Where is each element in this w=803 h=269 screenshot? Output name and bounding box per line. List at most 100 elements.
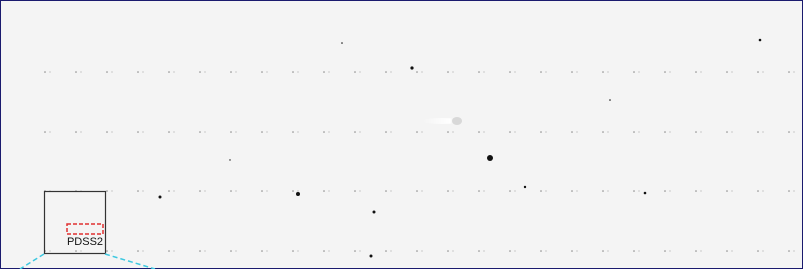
pattern-dot — [235, 250, 236, 251]
pattern-dot — [142, 250, 143, 251]
pattern-dot — [762, 250, 763, 251]
pattern-dot — [793, 131, 794, 132]
pattern-dot — [354, 250, 356, 252]
pattern-dot — [421, 131, 422, 132]
pattern-dot — [478, 250, 480, 252]
pattern-dot — [757, 71, 759, 73]
pattern-dot — [421, 250, 422, 251]
pattern-dot — [447, 190, 449, 192]
pattern-dot — [204, 190, 205, 191]
pattern-dot — [638, 190, 639, 191]
pattern-dot — [111, 131, 112, 132]
pattern-dot — [571, 250, 573, 252]
pattern-dot — [323, 250, 325, 252]
pattern-dot — [762, 131, 763, 132]
pattern-dot — [142, 190, 143, 191]
pattern-dot — [385, 190, 387, 192]
pattern-dot — [664, 250, 666, 252]
page: PDSS2 (() => { const data = JSON.parse(d… — [0, 0, 803, 269]
pattern-dot — [75, 250, 77, 252]
pattern-dot — [106, 131, 108, 133]
pattern-dot — [669, 71, 670, 72]
pattern-dot — [726, 71, 728, 73]
pattern-dot — [297, 131, 298, 132]
pattern-dot — [452, 131, 453, 132]
pattern-dot — [762, 71, 763, 72]
pattern-dot — [266, 131, 267, 132]
pattern-dot — [385, 250, 387, 252]
star — [159, 196, 162, 199]
pattern-dot — [261, 190, 263, 192]
pattern-dot — [571, 71, 573, 73]
pattern-dot — [49, 71, 50, 72]
pattern-dot — [49, 250, 50, 251]
pattern-dot — [695, 250, 697, 252]
pattern-dot — [700, 190, 701, 191]
pattern-dot — [607, 190, 608, 191]
star — [644, 192, 647, 195]
pattern-dot — [571, 131, 573, 133]
pattern-dot — [452, 250, 453, 251]
pattern-dot — [323, 190, 325, 192]
pattern-dot — [111, 250, 112, 251]
pattern-dot — [607, 71, 608, 72]
pattern-dot — [199, 190, 201, 192]
pattern-dot — [168, 131, 170, 133]
pattern-dot — [638, 131, 639, 132]
pattern-dot — [638, 71, 639, 72]
pattern-dot — [545, 131, 546, 132]
pattern-dot — [106, 71, 108, 73]
region-label: PDSS2 — [67, 236, 103, 248]
pattern-dot — [44, 71, 46, 73]
pattern-dot — [602, 190, 604, 192]
pattern-dot — [137, 250, 139, 252]
pattern-dot — [328, 190, 329, 191]
pattern-dot — [385, 71, 387, 73]
pattern-dot — [483, 190, 484, 191]
pattern-dot — [664, 190, 666, 192]
pattern-dot — [75, 131, 77, 133]
pattern-dot — [173, 250, 174, 251]
pattern-dot — [390, 250, 391, 251]
pattern-dot — [607, 131, 608, 132]
pattern-dot — [421, 190, 422, 191]
pattern-dot — [633, 250, 635, 252]
pattern-dot — [230, 131, 232, 133]
pattern-dot — [261, 71, 263, 73]
pattern-dot — [514, 250, 515, 251]
pattern-dot — [235, 71, 236, 72]
pattern-dot — [168, 190, 170, 192]
star — [229, 159, 230, 160]
pattern-dot — [266, 250, 267, 251]
pattern-dot — [793, 250, 794, 251]
pattern-dot — [700, 71, 701, 72]
pattern-dot — [540, 190, 542, 192]
pattern-dot — [266, 190, 267, 191]
pattern-dot — [731, 71, 732, 72]
pattern-dot — [390, 190, 391, 191]
pattern-dot — [266, 71, 267, 72]
pattern-dot — [416, 71, 418, 73]
pattern-dot — [75, 71, 77, 73]
star — [341, 42, 343, 44]
pattern-dot — [571, 190, 573, 192]
star — [487, 155, 493, 161]
pattern-dot — [173, 131, 174, 132]
pattern-dot — [261, 131, 263, 133]
pattern-dot — [111, 71, 112, 72]
pattern-dot — [762, 190, 763, 191]
pattern-dot — [576, 71, 577, 72]
pattern-dot — [80, 250, 81, 251]
pattern-dot — [390, 131, 391, 132]
pattern-dot — [545, 190, 546, 191]
pattern-dot — [478, 71, 480, 73]
pattern-dot — [669, 190, 670, 191]
pattern-dot — [111, 190, 112, 191]
pattern-dot — [576, 250, 577, 251]
image-frame — [1, 1, 803, 269]
pattern-dot — [137, 71, 139, 73]
pattern-dot — [726, 190, 728, 192]
star — [524, 186, 526, 188]
pattern-dot — [545, 250, 546, 251]
pattern-dot — [80, 71, 81, 72]
